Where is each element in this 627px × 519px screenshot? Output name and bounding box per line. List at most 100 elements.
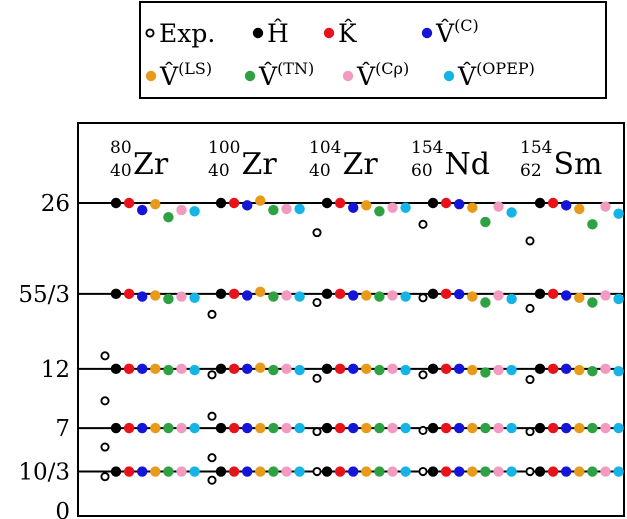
nucleus-label-104Zr: 104 40 Zr [309, 138, 378, 182]
point-K [123, 288, 135, 300]
point-VOPEP [189, 292, 200, 303]
point-K [547, 288, 559, 300]
point-VOPEP [613, 208, 624, 219]
nucleus-charge: 40 [309, 161, 331, 181]
point-K [440, 422, 452, 434]
point-VCrho [493, 364, 504, 376]
point-H [427, 363, 439, 375]
point-VC [561, 363, 572, 375]
point-H [321, 197, 333, 209]
exp-point [207, 370, 217, 380]
point-VC [242, 363, 253, 375]
point-VCrho [281, 203, 292, 215]
point-VCrho [493, 422, 504, 434]
point-VCrho [600, 290, 611, 301]
point-VLS [255, 286, 266, 298]
legend: Exp. Ĥ K̂ V̂(C) V̂(LS) V̂(TN) V̂(Cρ) V̂(OPEP) [139, 1, 607, 99]
exp-point [418, 293, 428, 303]
point-VCrho [600, 363, 611, 375]
point-VCrho [387, 290, 398, 301]
point-VTN [268, 422, 279, 434]
point-VLS [467, 291, 478, 302]
nucleus-mass: 104 [309, 138, 341, 158]
point-VC [137, 422, 148, 434]
legend-item-VOPEP: V̂(OPEP) [443, 59, 535, 91]
exp-point [525, 466, 535, 477]
point-VTN [268, 466, 279, 477]
point-VOPEP [189, 206, 200, 217]
point-VLS [574, 466, 585, 477]
point-VCrho [600, 466, 611, 477]
point-H [110, 363, 122, 375]
point-VOPEP [400, 364, 411, 376]
point-K [123, 466, 135, 477]
point-VTN [374, 291, 385, 302]
point-VC [348, 466, 359, 477]
point-H [110, 422, 122, 434]
point-VOPEP [506, 422, 517, 434]
exp-point [100, 472, 110, 482]
point-H [534, 197, 546, 209]
point-VTN [480, 297, 491, 308]
point-VOPEP [294, 466, 305, 477]
nucleus-charge: 40 [208, 161, 230, 181]
point-VC [561, 200, 572, 211]
point-VTN [480, 422, 491, 434]
point-VC [242, 466, 253, 477]
y-tick-labels: 0 10/3 7 12 55/3 26 [18, 191, 70, 519]
point-VTN [163, 212, 174, 223]
point-VLS [361, 363, 372, 375]
point-H [215, 197, 227, 209]
point-VTN [587, 466, 598, 477]
legend-item-H: Ĥ [252, 19, 289, 48]
point-VTN [374, 466, 385, 477]
point-H [215, 288, 227, 300]
point-H [321, 288, 333, 300]
exp-point [525, 374, 535, 385]
exp-point [312, 297, 322, 308]
point-VLS [574, 364, 585, 376]
exp-point [100, 442, 110, 452]
legend-label-VTN: V̂(TN) [258, 59, 314, 91]
point-VCrho [493, 201, 504, 212]
point-H [215, 363, 227, 375]
point-VLS [467, 466, 478, 477]
point-VC [137, 363, 148, 375]
exp-point [100, 396, 110, 406]
point-VCrho [387, 466, 398, 477]
point-H [215, 422, 227, 434]
nucleus-symbol: Sm [554, 147, 603, 182]
exp-point [418, 466, 428, 477]
point-VTN [587, 219, 598, 230]
y-tick-label: 10/3 [18, 460, 70, 486]
y-tick-label: 55/3 [18, 282, 70, 308]
point-VLS [255, 422, 266, 434]
y-tick-label: 0 [55, 499, 70, 519]
point-VLS [255, 195, 266, 206]
point-VOPEP [189, 422, 200, 434]
nucleus-symbol: Zr [133, 147, 169, 182]
y-tick-label: 26 [41, 191, 70, 217]
legend-item-VLS: V̂(LS) [145, 59, 212, 91]
nucleus-group-100Zr [207, 195, 305, 485]
nucleus-label-154Nd: 154 60 Nd [411, 138, 490, 182]
point-VOPEP [189, 364, 200, 376]
point-K [547, 197, 559, 209]
point-VCrho [493, 290, 504, 301]
point-K [440, 197, 452, 209]
point-H [110, 288, 122, 300]
point-K [547, 363, 559, 375]
point-VC [561, 290, 572, 301]
exp-point [207, 475, 217, 485]
point-VCrho [281, 290, 292, 301]
legend-label-VLS: V̂(LS) [159, 59, 212, 91]
nucleus-charge: 40 [110, 161, 132, 181]
plot-area [77, 122, 625, 517]
legend-item-VCrho: V̂(Cρ) [342, 59, 409, 91]
point-K [334, 197, 346, 209]
point-VOPEP [400, 291, 411, 302]
point-K [334, 466, 346, 477]
y-tick-label: 12 [41, 357, 70, 383]
point-VTN [480, 367, 491, 378]
